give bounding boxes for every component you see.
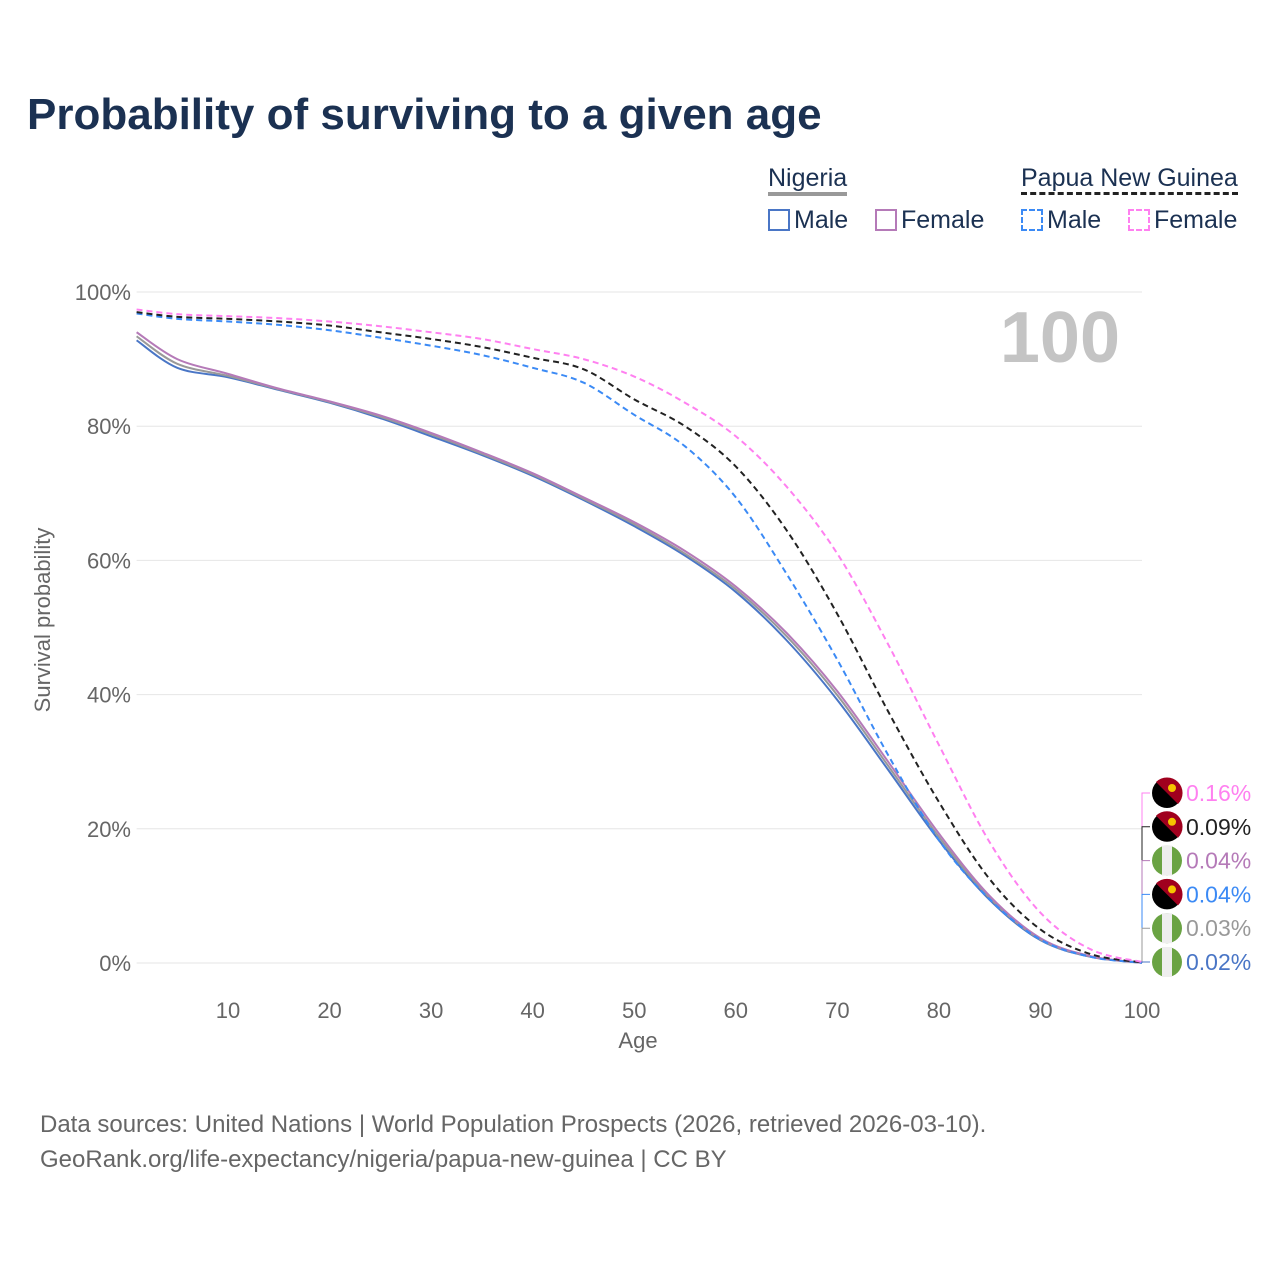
flag-white-stripe <box>1162 845 1172 876</box>
legend-label: Female <box>901 206 985 234</box>
legend-label: Female <box>1154 206 1238 234</box>
attribution-link[interactable]: GeoRank.org/life-expectancy/nigeria/papu… <box>40 1146 727 1173</box>
x-tick-label: 40 <box>520 998 544 1023</box>
x-tick-label: 100 <box>1124 998 1161 1023</box>
series-line-papua-new-guinea-male <box>136 312 1143 964</box>
legend-group-png: Papua New Guinea <box>1021 164 1238 195</box>
legend-swatch <box>1128 209 1150 231</box>
y-tick-label: 80% <box>87 414 131 439</box>
y-tick-label: 40% <box>87 683 131 708</box>
legend-png-female[interactable]: Female <box>1128 206 1237 235</box>
y-tick-label: 60% <box>87 548 131 573</box>
y-tick-label: 20% <box>87 817 131 842</box>
end-value-label: 0.03% <box>1186 915 1251 941</box>
legend-swatch <box>875 209 897 231</box>
legend-nigeria-male[interactable]: Male <box>768 206 848 235</box>
legend-swatch <box>1021 209 1043 231</box>
flag-bird <box>1168 885 1176 894</box>
end-value-label: 0.02% <box>1186 949 1251 975</box>
y-tick-label: 100% <box>75 280 131 305</box>
chart-title: Probability of surviving to a given age <box>27 90 822 139</box>
label-connector <box>1141 927 1150 963</box>
series-line-nigeria <box>136 335 1143 964</box>
y-tick-label: 0% <box>99 951 131 976</box>
x-tick-label: 20 <box>317 998 341 1023</box>
age-indicator: 100 <box>1000 298 1120 378</box>
end-value-label: 0.04% <box>1186 848 1251 874</box>
legend-png-male[interactable]: Male <box>1021 206 1101 235</box>
flag-white-stripe <box>1162 947 1172 977</box>
x-tick-label: 60 <box>724 998 748 1023</box>
x-tick-label: 90 <box>1028 998 1052 1023</box>
source-text: Data sources: United Nations | World Pop… <box>40 1111 987 1138</box>
legend-nigeria-female[interactable]: Female <box>875 206 984 235</box>
legend-swatch <box>768 209 790 231</box>
legend-label: Male <box>794 206 849 234</box>
y-axis-label: Survival probability <box>30 528 55 713</box>
flag-white-stripe <box>1162 913 1172 944</box>
flag-bird <box>1168 817 1176 826</box>
x-tick-label: 10 <box>216 998 240 1023</box>
end-value-label: 0.04% <box>1186 881 1251 907</box>
series-line-nigeria-female <box>136 331 1143 964</box>
end-value-label: 0.09% <box>1186 814 1251 840</box>
series-line-papua-new-guinea-female <box>136 308 1143 963</box>
x-tick-label: 30 <box>419 998 443 1023</box>
end-value-label: 0.16% <box>1186 780 1251 806</box>
footer: Data sources: United Nations | World Pop… <box>40 1107 986 1177</box>
legend-group-nigeria: Nigeria <box>768 164 848 196</box>
x-axis-label: Age <box>618 1028 657 1053</box>
series-line-nigeria-male <box>136 339 1143 964</box>
label-connector <box>1141 792 1150 962</box>
x-tick-label: 50 <box>622 998 646 1023</box>
label-connector <box>1141 961 1150 963</box>
x-tick-label: 70 <box>825 998 849 1023</box>
x-tick-label: 80 <box>927 998 951 1023</box>
series-line-papua-new-guinea <box>136 311 1143 964</box>
legend-label: Male <box>1047 206 1102 234</box>
flag-bird <box>1168 784 1176 792</box>
label-connector <box>1141 860 1150 963</box>
